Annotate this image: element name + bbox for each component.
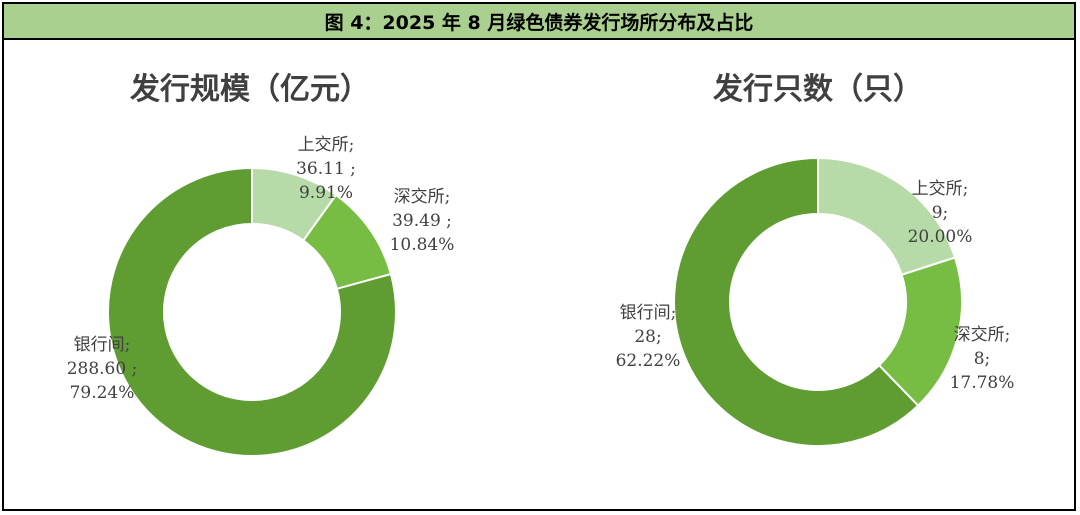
chart-title-count: 发行只数（只） <box>712 72 923 107</box>
donut-scale <box>107 166 397 457</box>
label-name: 深交所; <box>954 325 1011 345</box>
label-percent: 20.00% <box>908 227 973 247</box>
label-value: 28; <box>634 327 661 347</box>
label-scale-shangjiao: 上交所; 36.11 ; 9.91% <box>296 135 356 203</box>
label-value: 36.11 ; <box>296 159 356 179</box>
label-value: 9; <box>932 203 949 223</box>
label-scale-shenjiao: 深交所; 39.49 ; 10.84% <box>390 187 455 255</box>
label-percent: 17.78% <box>950 373 1015 393</box>
label-count-shenjiao: 深交所; 8; 17.78% <box>950 325 1015 393</box>
label-name: 深交所; <box>394 187 451 207</box>
label-value: 288.60 ; <box>67 359 138 379</box>
donut-count <box>673 156 963 447</box>
donut-slice-yinhangjian <box>107 166 397 457</box>
label-percent: 79.24% <box>70 383 135 403</box>
label-name: 上交所; <box>298 135 355 155</box>
label-name: 银行间; <box>620 303 677 323</box>
figure-title: 图 4：2025 年 8 月绿色债券发行场所分布及占比 <box>4 4 1074 40</box>
label-count-shangjiao: 上交所; 9; 20.00% <box>908 179 973 247</box>
label-percent: 9.91% <box>299 183 353 203</box>
label-value: 39.49 ; <box>392 211 452 231</box>
label-value: 8; <box>974 349 991 369</box>
label-count-yinhangjian: 银行间; 28; 62.22% <box>616 303 681 371</box>
label-name: 上交所; <box>912 179 969 199</box>
chart-scale: 发行规模（亿元） 上交所; 36.11 ; 9.91% 深交所; 39.49 ;… <box>67 72 455 457</box>
label-percent: 62.22% <box>616 351 681 371</box>
charts-canvas: 发行规模（亿元） 上交所; 36.11 ; 9.91% 深交所; 39.49 ;… <box>67 72 1015 457</box>
chart-count: 发行只数（只） 上交所; 9; 20.00% 深交所; 8; 17.78% 银行… <box>616 72 1015 447</box>
chart-title-scale: 发行规模（亿元） <box>129 72 370 107</box>
donut-slice-yinhangjian <box>673 156 920 447</box>
label-scale-yinhangjian: 银行间; 288.60 ; 79.24% <box>67 335 138 403</box>
label-name: 银行间; <box>74 335 131 355</box>
label-percent: 10.84% <box>390 235 455 255</box>
